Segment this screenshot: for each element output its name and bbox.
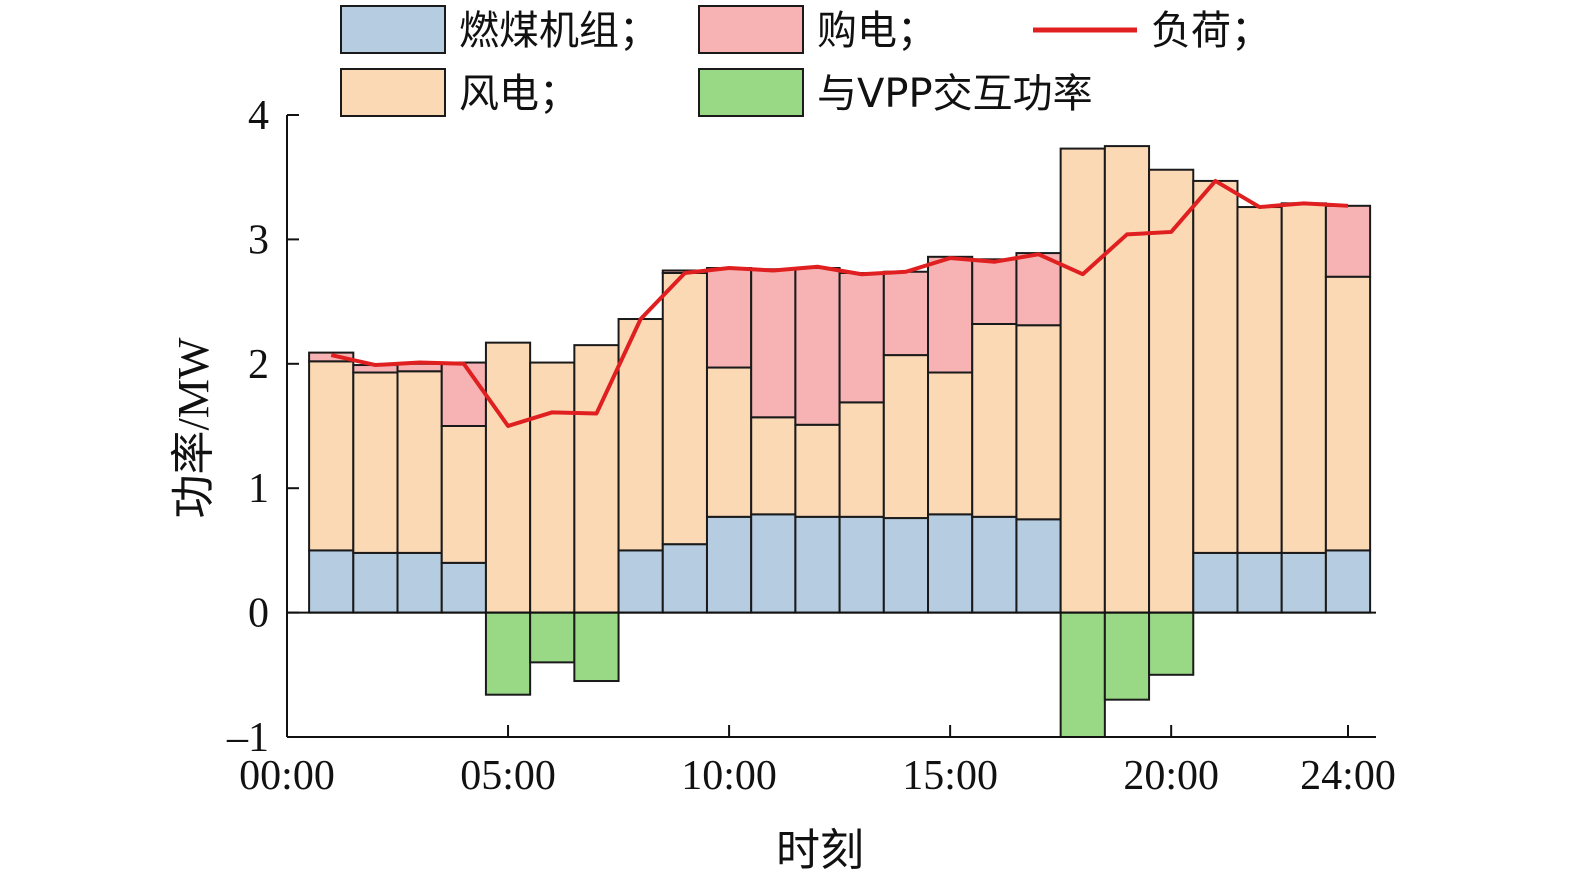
- legend-label-coal: 燃煤机组；: [459, 8, 659, 54]
- bar-coal-11: [750, 513, 797, 614]
- bar-wind-17: [1015, 324, 1062, 521]
- bar-purchase-4: [440, 361, 487, 427]
- bar-wind-12: [794, 423, 841, 518]
- x-tick-label: 15:00: [902, 753, 998, 799]
- bar-coal-12: [794, 515, 841, 614]
- bar-wind-22: [1236, 206, 1283, 554]
- bar-wind-16: [971, 322, 1018, 518]
- y-tick-label: 1: [248, 466, 269, 512]
- bar-vpp-7: [573, 611, 620, 683]
- y-tick-label: –1: [226, 715, 269, 761]
- bar-wind-9: [661, 271, 708, 546]
- bar-wind-10: [705, 366, 753, 518]
- bar-wind-23: [1280, 202, 1327, 554]
- legend-label-load: 负荷；: [1151, 8, 1271, 54]
- bar-coal-16: [971, 515, 1018, 614]
- x-axis-title: 时刻: [776, 826, 864, 875]
- bar-wind-5: [484, 341, 532, 614]
- legend: 燃煤机组； 购电； 负荷； 风电； 与VPP交互功率: [340, 5, 1271, 117]
- bar-wind-7: [573, 344, 620, 614]
- bar-purchase-14: [882, 270, 930, 357]
- bar-purchase-15: [927, 255, 974, 374]
- legend-swatch-wind: [340, 68, 446, 117]
- bar-wind-18: [1059, 147, 1106, 614]
- y-tick-label: 2: [248, 342, 269, 388]
- x-tick-label: 20:00: [1123, 753, 1219, 799]
- bar-coal-15: [927, 513, 974, 614]
- bar-vpp-6: [529, 611, 576, 664]
- bar-wind-20: [1148, 168, 1195, 614]
- bar-wind-4: [440, 425, 487, 564]
- bar-vpp-20: [1148, 611, 1195, 676]
- x-tick-label: 10:00: [681, 753, 777, 799]
- axes: –1 0 1 2 3 4 00:00 05:00 10:00 15:00 20:00 24:00: [226, 93, 1396, 799]
- bar-purchase-24: [1324, 204, 1372, 278]
- line-layer: [330, 178, 1349, 428]
- bar-wind-8: [617, 318, 664, 552]
- bar-coal-23: [1280, 551, 1327, 614]
- x-tick-label: 00:00: [239, 753, 335, 799]
- bar-wind-11: [750, 416, 797, 516]
- bar-wind-13: [838, 401, 885, 518]
- y-tick-label: 3: [248, 217, 269, 263]
- bar-wind-6: [529, 361, 576, 614]
- bar-coal-2: [352, 551, 399, 614]
- bar-coal-3: [396, 551, 443, 614]
- legend-swatch-vpp: [698, 68, 804, 117]
- bar-coal-14: [882, 517, 930, 614]
- bar-coal-8: [617, 549, 664, 614]
- legend-label-wind: 风电；: [459, 71, 579, 117]
- bar-vpp-18: [1059, 611, 1106, 738]
- bar-layer: [308, 145, 1372, 738]
- bar-wind-14: [882, 354, 930, 520]
- bar-vpp-5: [484, 611, 532, 696]
- bar-coal-10: [705, 515, 753, 614]
- y-tick-label: 4: [248, 93, 269, 139]
- bar-wind-21: [1192, 179, 1239, 554]
- bar-wind-15: [927, 371, 974, 516]
- bar-coal-9: [661, 543, 708, 614]
- bar-coal-17: [1015, 518, 1062, 614]
- bar-wind-3: [396, 370, 443, 554]
- load-line: [330, 178, 1349, 428]
- bar-coal-13: [838, 515, 885, 614]
- bar-wind-1: [308, 360, 355, 552]
- bar-coal-1: [308, 549, 355, 614]
- bar-coal-24: [1324, 549, 1372, 614]
- x-tick-label: 05:00: [460, 753, 556, 799]
- legend-label-purchase: 购电；: [817, 8, 937, 54]
- bar-purchase-16: [971, 258, 1018, 325]
- bar-wind-2: [352, 371, 399, 554]
- bar-purchase-13: [838, 271, 885, 404]
- bar-purchase-17: [1015, 252, 1062, 327]
- bar-vpp-19: [1103, 611, 1151, 701]
- legend-swatch-coal: [340, 5, 446, 54]
- bar-purchase-10: [705, 267, 753, 369]
- legend-label-vpp: 与VPP交互功率: [817, 71, 1093, 117]
- bar-coal-4: [440, 561, 487, 614]
- y-axis-title: 功率/MW: [169, 337, 218, 518]
- bar-wind-24: [1324, 275, 1372, 552]
- y-tick-label: 0: [248, 591, 269, 637]
- bar-coal-22: [1236, 551, 1283, 614]
- bar-coal-21: [1192, 551, 1239, 614]
- x-tick-label: 24:00: [1300, 753, 1396, 799]
- bar-wind-19: [1103, 145, 1151, 614]
- legend-swatch-purchase: [698, 5, 804, 54]
- bar-purchase-12: [794, 267, 841, 426]
- bar-purchase-11: [750, 268, 797, 419]
